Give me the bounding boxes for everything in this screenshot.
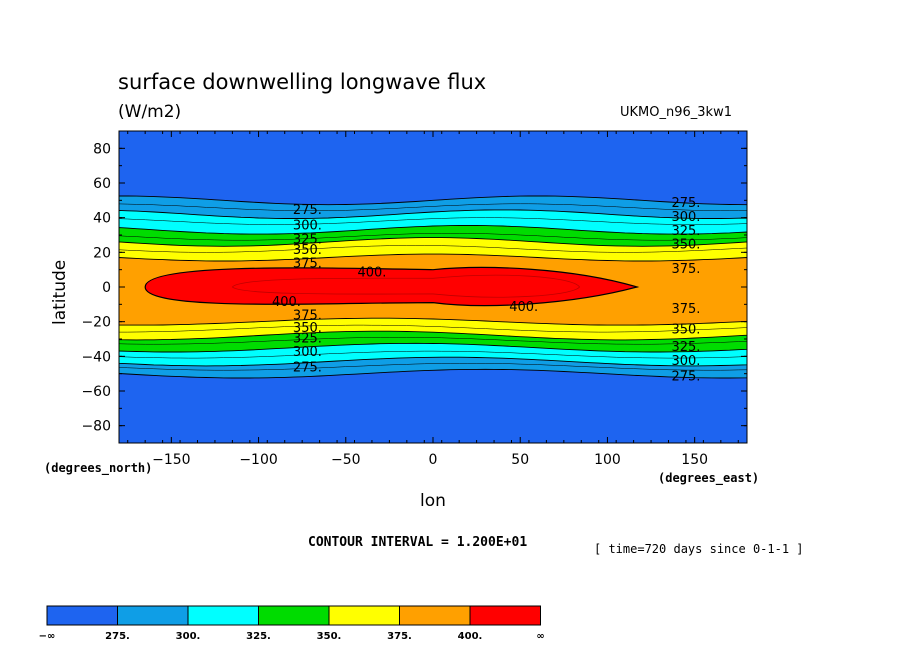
chart-title: surface downwelling longwave flux — [118, 70, 487, 94]
colorbar-swatch — [117, 605, 189, 626]
contour-label: 325. — [293, 331, 322, 346]
contour-label: 400. — [272, 295, 301, 310]
colorbar-label: 400. — [458, 631, 483, 642]
contour-label: 325. — [671, 224, 700, 239]
x-tick-label: −100 — [239, 452, 277, 468]
y-tick-label: 0 — [102, 280, 111, 296]
x-tick-label: −150 — [152, 452, 190, 468]
time-stamp: [ time=720 days since 0-1-1 ] — [594, 542, 804, 556]
contour-label: 400. — [509, 300, 538, 315]
contour-label: 275. — [293, 361, 322, 376]
contour-line — [119, 203, 747, 371]
y-tick-label: −40 — [81, 349, 111, 365]
colorbar-label: ∞ — [536, 631, 544, 642]
colorbar-swatch — [399, 605, 471, 626]
colorbar-label: 350. — [317, 631, 342, 642]
y-tick-label: −20 — [81, 315, 111, 331]
contour-label: 300. — [293, 219, 322, 234]
contour-line-inner — [231, 274, 581, 298]
colorbar-label: 325. — [246, 631, 271, 642]
contour-label: 350. — [671, 238, 700, 253]
axes: 80 60 40 20 0 −20 −40 −60 −80 −150 −100 −50 0 50 100 15… — [81, 130, 747, 468]
contour-interval: CONTOUR INTERVAL = 1.200E+01 — [308, 535, 528, 550]
y-tick-label: 80 — [93, 141, 111, 157]
contour-label: 300. — [671, 210, 700, 225]
band-gt400 — [144, 266, 640, 307]
contour-label: 375. — [293, 257, 322, 272]
y-axis-label: latitude — [50, 259, 70, 325]
x-tick-label: 150 — [681, 452, 708, 468]
colorbar-label: 300. — [176, 631, 201, 642]
contour-label: 350. — [671, 323, 700, 338]
contour-line — [119, 245, 747, 333]
colorbar-label: 375. — [387, 631, 412, 642]
colorbar-swatch — [469, 605, 541, 626]
contour-labels: 275.300.325.350.375.400.400.375.350.325.… — [272, 196, 700, 384]
y-axis-units: (degrees_north) — [44, 461, 153, 475]
contour-label: 275. — [671, 369, 700, 384]
contour-label: 375. — [671, 262, 700, 277]
x-tick-label: −50 — [331, 452, 361, 468]
contour-label: 375. — [671, 302, 700, 317]
colorbar-label: −∞ — [39, 631, 56, 642]
model-name: UKMO_n96_3kw1 — [620, 105, 732, 120]
x-tick-label: 0 — [429, 452, 438, 468]
colorbar-swatch — [328, 605, 400, 626]
x-tick-label: 50 — [511, 452, 529, 468]
y-tick-label: −60 — [81, 384, 111, 400]
x-tick-label: 100 — [594, 452, 621, 468]
plot-area — [119, 131, 747, 443]
contour-label: 300. — [671, 354, 700, 369]
contour-label: 300. — [293, 345, 322, 360]
x-axis-label: lon — [420, 491, 446, 511]
y-tick-label: −80 — [81, 419, 111, 435]
contour-label: 275. — [671, 196, 700, 211]
colorbar-swatch — [187, 605, 259, 626]
x-axis-units: (degrees_east) — [658, 471, 760, 485]
contour-label: 350. — [293, 243, 322, 258]
contour-label: 375. — [293, 309, 322, 324]
contour-label: 350. — [293, 321, 322, 336]
contour-label: 325. — [293, 232, 322, 247]
chart-units: (W/m2) — [118, 102, 182, 122]
colorbar: −∞ 275. 300. 325. 350. 375. 400. ∞ — [39, 605, 545, 642]
colorbar-swatch — [258, 605, 330, 626]
contour-label: 325. — [671, 340, 700, 355]
y-tick-label: 60 — [93, 176, 111, 192]
contour-line — [119, 233, 747, 345]
contour-line — [119, 217, 747, 359]
colorbar-swatch — [46, 605, 118, 626]
contour-label: 400. — [357, 265, 386, 280]
contour-label: 275. — [293, 203, 322, 218]
colorbar-label: 275. — [105, 631, 130, 642]
y-tick-label: 20 — [93, 245, 111, 261]
y-tick-label: 40 — [93, 211, 111, 227]
